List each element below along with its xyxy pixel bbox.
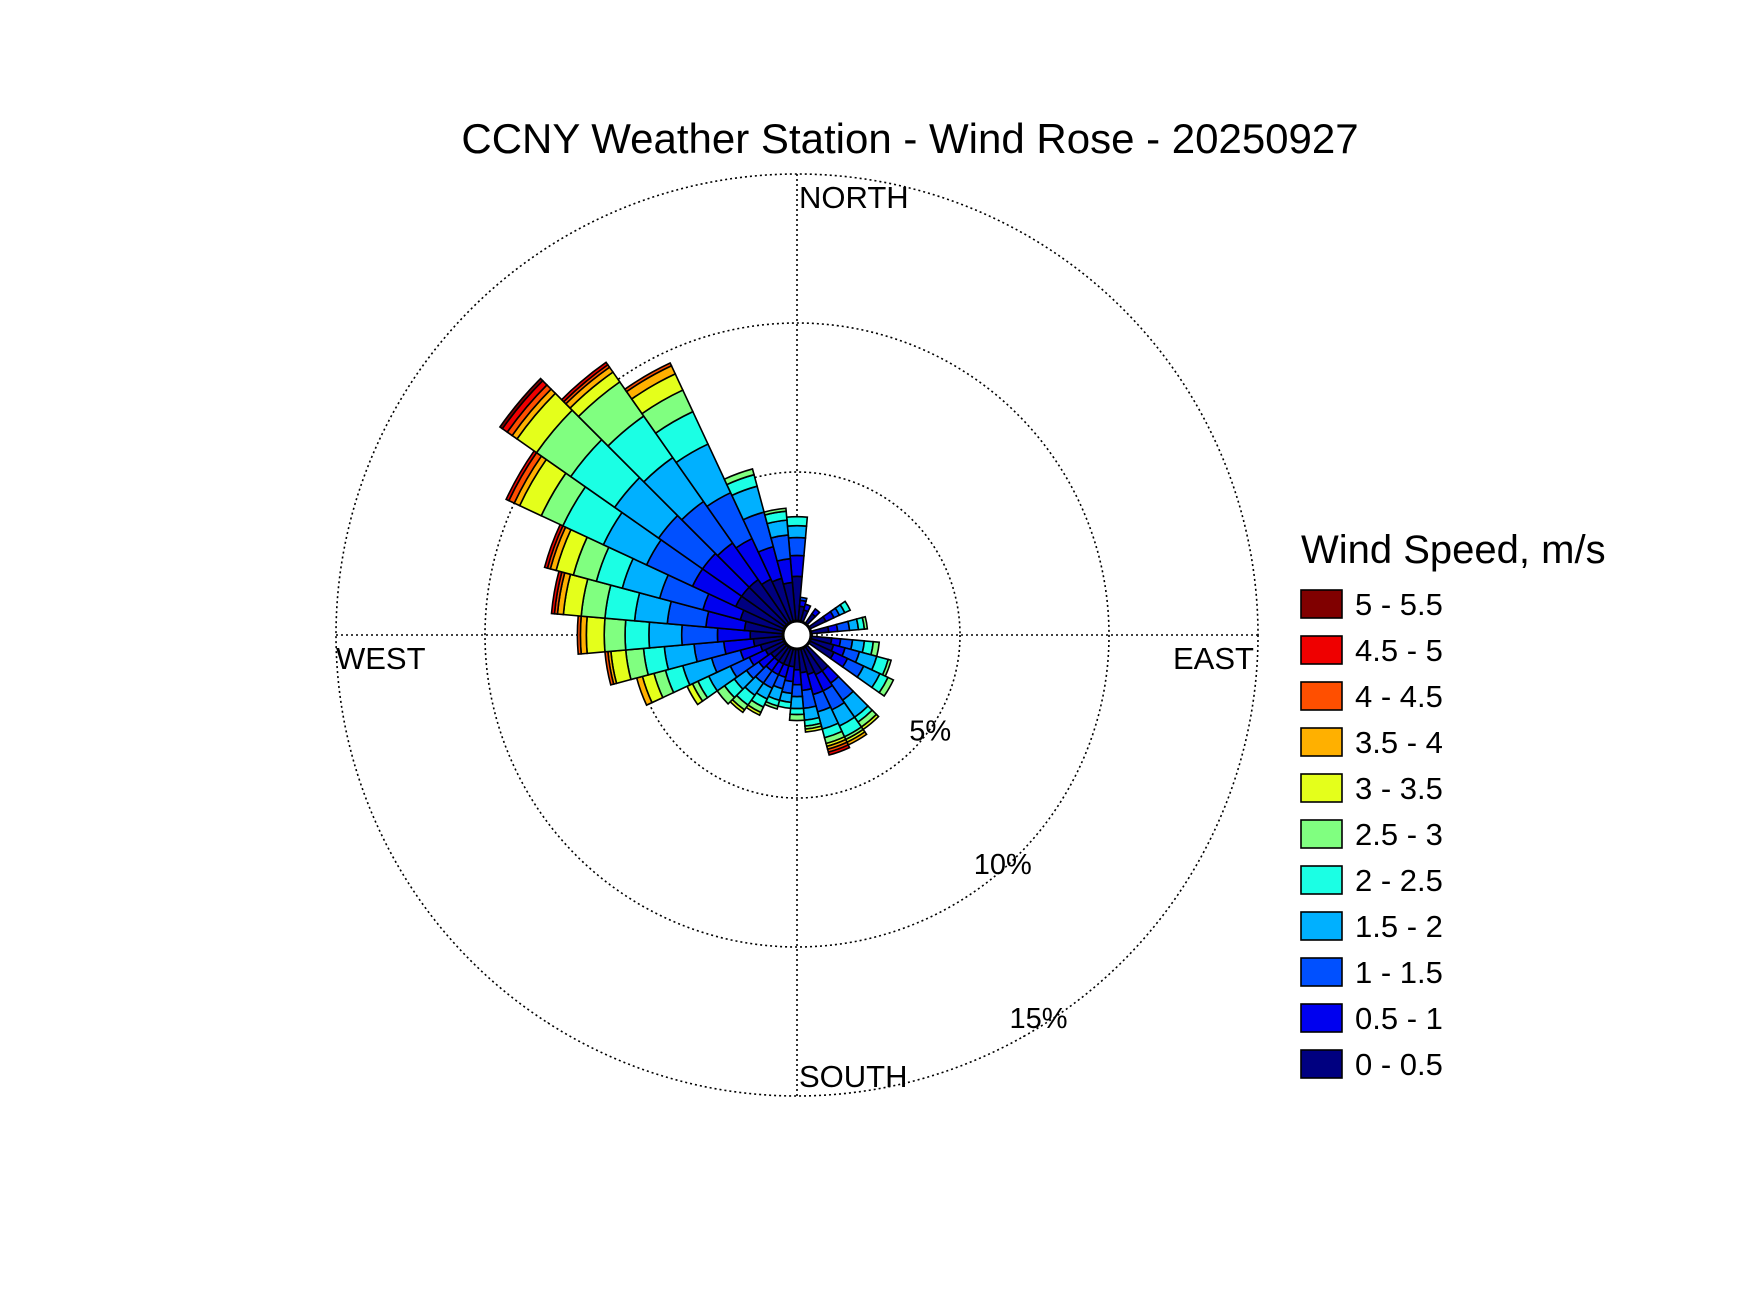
sector-270-bin-6	[585, 615, 606, 655]
sector-40-bin-1	[810, 607, 821, 618]
wind-sectors	[498, 361, 895, 757]
ring-label-3: 15%	[1009, 1003, 1067, 1035]
sector-0-bin-2	[787, 536, 807, 557]
sector-180-bin-5	[788, 713, 806, 722]
legend-swatch-7	[1300, 911, 1343, 941]
sector-180-bin-3	[789, 695, 805, 710]
legend-label-9: 0.5 - 1	[1355, 1001, 1443, 1036]
legend-label-6: 2 - 2.5	[1355, 863, 1443, 898]
sector-60-bin-4	[839, 600, 852, 614]
legend: Wind Speed, m/s 5 - 5.5 4.5 - 5 4 - 4.5 3.5…	[1300, 528, 1606, 1082]
legend-label-0: 5 - 5.5	[1355, 587, 1443, 622]
legend-title: Wind Speed, m/s	[1301, 528, 1606, 572]
grid-ring-2	[484, 322, 1110, 948]
legend-swatch-9	[1300, 1003, 1343, 1033]
ring-label-2: 10%	[974, 849, 1032, 881]
sector-80-bin-5	[861, 615, 869, 630]
legend-swatch-10	[1300, 1049, 1343, 1079]
direction-label-west: WEST	[336, 641, 426, 676]
center-hub	[781, 619, 813, 651]
sector-120-bin-5	[878, 676, 895, 698]
direction-label-north: NORTH	[799, 180, 909, 215]
sector-330-bin-8	[623, 361, 673, 393]
direction-label-south: SOUTH	[799, 1059, 908, 1094]
legend-label-10: 0 - 0.5	[1355, 1047, 1443, 1082]
sector-10-bin-2	[799, 596, 808, 603]
ring-label-1: 5%	[909, 715, 951, 747]
sector-310-bin-10	[498, 377, 544, 430]
legend-label-3: 3.5 - 4	[1355, 725, 1443, 760]
legend-swatch-8	[1300, 957, 1343, 987]
ring-labels: 5% 10% 15%	[909, 715, 1067, 1035]
legend-swatch-6	[1300, 865, 1343, 895]
legend-label-8: 1 - 1.5	[1355, 955, 1443, 990]
sector-270-bin-8	[576, 614, 583, 656]
sector-170-bin-6	[804, 725, 824, 733]
legend-swatch-0	[1300, 589, 1343, 619]
legend-swatch-5	[1300, 819, 1343, 849]
legend-swatch-3	[1300, 727, 1343, 757]
legend-label-5: 2.5 - 3	[1355, 817, 1443, 852]
legend-label-4: 3 - 3.5	[1355, 771, 1443, 806]
sector-270-bin-5	[603, 617, 627, 653]
legend-label-7: 1.5 - 2	[1355, 909, 1443, 944]
legend-swatch-4	[1300, 773, 1343, 803]
legend-label-1: 4.5 - 5	[1355, 633, 1443, 668]
direction-label-east: EAST	[1173, 641, 1254, 676]
legend-swatch-2	[1300, 681, 1343, 711]
sector-0-bin-4	[785, 515, 809, 527]
sector-270-bin-3	[648, 621, 683, 649]
sector-350-bin-5	[763, 507, 788, 516]
sector-0-bin-3	[786, 524, 808, 539]
sector-320-bin-9	[560, 361, 609, 403]
sector-20-bin-1	[802, 603, 812, 613]
sector-340-bin-5	[723, 467, 756, 486]
legend-label-2: 4 - 4.5	[1355, 679, 1443, 714]
legend-swatch-1	[1300, 635, 1343, 665]
chart-title: CCNY Weather Station - Wind Rose - 20250…	[461, 115, 1358, 162]
sector-270-bin-4	[624, 619, 651, 651]
sector-160-bin-9	[827, 743, 851, 757]
